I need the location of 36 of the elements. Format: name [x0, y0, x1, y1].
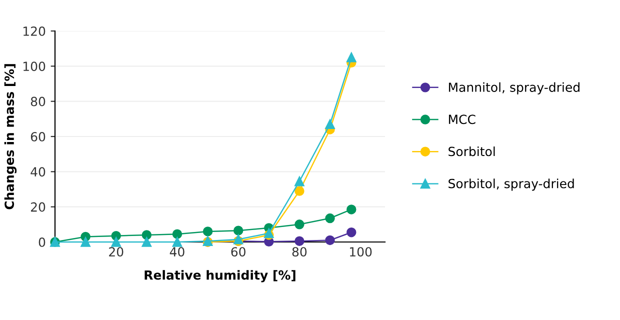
x-tick-label: 20 — [109, 247, 124, 257]
point — [325, 213, 335, 224]
point — [294, 220, 304, 230]
point — [294, 236, 304, 246]
point — [142, 237, 152, 247]
point — [172, 229, 182, 239]
point — [346, 204, 356, 214]
y-tick-label: 60 — [30, 132, 46, 142]
point — [80, 237, 90, 247]
point — [142, 230, 152, 240]
x-tick-label: 80 — [292, 247, 307, 257]
point — [325, 235, 335, 246]
point — [202, 226, 213, 236]
y-tick-label: 100 — [23, 62, 46, 72]
x-tick-label: 40 — [170, 247, 184, 257]
point — [325, 119, 335, 130]
y-tick-label: 0 — [38, 237, 46, 247]
point — [111, 237, 121, 247]
point — [294, 186, 304, 196]
x-tick-label: 100 — [350, 247, 372, 257]
legend-label: Mannitol, spray-dried — [448, 82, 580, 94]
y-tick-label: 80 — [30, 96, 46, 106]
legend-label: Sorbitol — [448, 146, 495, 156]
y-tick-label: 20 — [30, 202, 46, 212]
legend-label: MCC — [448, 114, 476, 124]
point — [294, 176, 304, 186]
y-axis-title: Changes in mass [%] — [4, 64, 17, 210]
y-tick-label: 120 — [23, 26, 46, 36]
x-tick-label: 60 — [231, 247, 246, 257]
x-axis-title: Relative humidity [%] — [144, 270, 296, 282]
y-tick-label: 40 — [30, 167, 46, 177]
point — [346, 227, 356, 238]
point — [346, 52, 356, 62]
point — [172, 237, 182, 247]
point — [233, 226, 244, 236]
legend-label: Sorbitol, spray-dried — [448, 178, 574, 191]
